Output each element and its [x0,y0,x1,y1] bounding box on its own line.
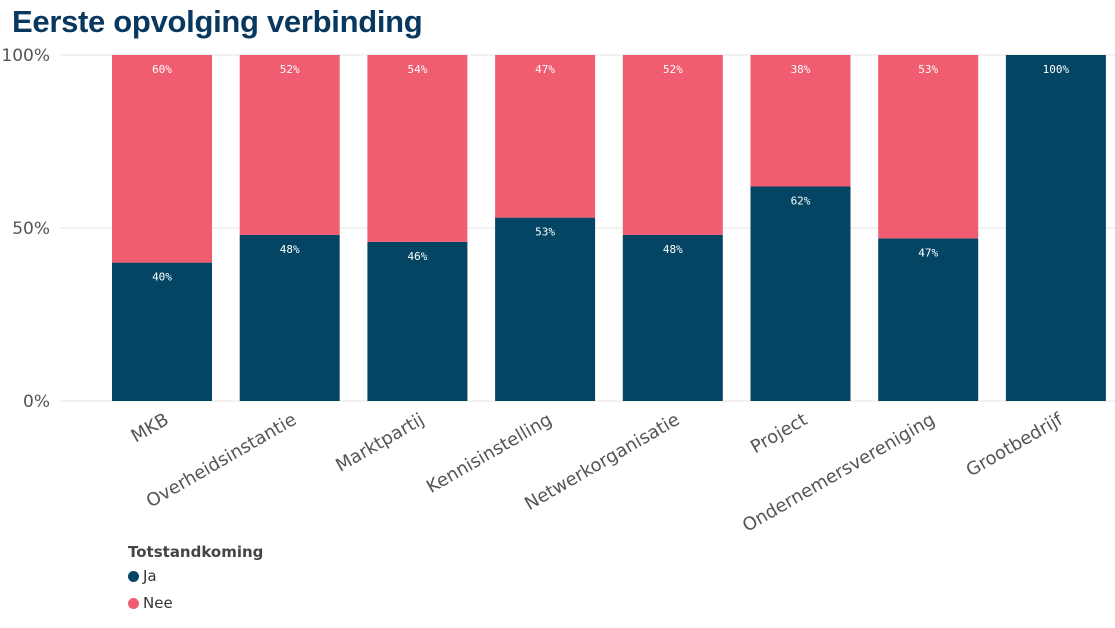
bar-ja-2 [367,241,468,401]
legend: Totstandkoming Ja Nee [128,543,263,621]
data-label: 46% [407,250,427,263]
y-tick-label: 50% [12,219,50,239]
x-tick-label: Grootbedrijf [963,409,1067,481]
bar-nee-1 [239,55,340,235]
bar-ja-7 [1005,55,1106,401]
bar-ja-5 [750,186,851,401]
bar-ja-0 [112,262,212,401]
data-label: 54% [407,63,427,76]
data-label: 52% [663,63,683,76]
stacked-bar-chart: 0%50%100%40%60%MKB48%52%Overheidsinstant… [1,46,1115,537]
legend-label-nee: Nee [143,594,173,612]
data-label: 47% [918,246,938,259]
data-label: 60% [152,63,172,76]
legend-marker-ja [128,570,139,582]
data-label: 62% [791,194,811,207]
bar-ja-6 [878,238,979,401]
data-label: 47% [535,63,555,76]
data-label: 100% [1043,63,1070,76]
chart-title: Eerste opvolging verbinding [12,4,423,39]
data-label: 53% [918,63,938,76]
x-tick-label: Marktpartij [332,409,428,476]
bar-nee-6 [878,55,979,239]
data-label: 40% [152,271,172,284]
y-tick-label: 100% [1,46,50,66]
bar-nee-4 [622,55,723,235]
legend-item-ja[interactable]: Ja [128,567,263,585]
y-tick-label: 0% [23,392,50,412]
data-label: 52% [280,63,300,76]
legend-item-nee[interactable]: Nee [128,594,263,612]
x-tick-label: Kennisinstelling [423,409,556,498]
bar-ja-3 [495,217,596,401]
bar-nee-3 [495,55,596,218]
bar-ja-4 [622,234,723,401]
data-label: 48% [663,243,683,256]
x-tick-label: Project [747,409,811,458]
legend-title: Totstandkoming [128,543,264,561]
x-tick-label: MKB [128,409,173,447]
bar-nee-2 [367,55,468,242]
data-label: 38% [791,63,811,76]
data-label: 53% [535,226,555,239]
legend-label-ja: Ja [143,567,157,585]
bar-nee-0 [112,55,212,263]
legend-marker-nee [128,597,139,609]
bar-nee-5 [750,55,851,187]
bar-ja-1 [239,234,340,401]
data-label: 48% [280,243,300,256]
